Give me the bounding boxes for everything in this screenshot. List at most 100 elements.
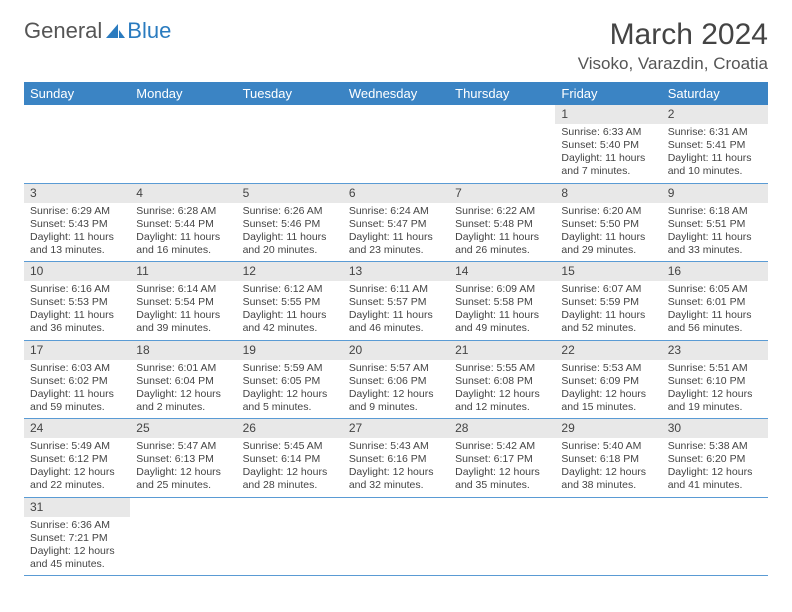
day-number: 4 [130,184,236,203]
logo-sail-icon [104,22,126,40]
daylight-line: Daylight: 11 hours and 39 minutes. [136,309,230,335]
day-number: 22 [555,341,661,360]
day-body: Sunrise: 6:26 AMSunset: 5:46 PMDaylight:… [237,203,343,262]
weekday-header: Wednesday [343,82,449,105]
calendar-empty-cell [24,105,130,183]
sunrise-line: Sunrise: 6:33 AM [561,126,655,139]
calendar-day: 30Sunrise: 5:38 AMSunset: 6:20 PMDayligh… [662,419,768,498]
calendar-empty-cell [130,105,236,183]
day-body: Sunrise: 6:33 AMSunset: 5:40 PMDaylight:… [555,124,661,183]
sunset-line: Sunset: 5:51 PM [668,218,762,231]
daylight-line: Daylight: 12 hours and 5 minutes. [243,388,337,414]
calendar-day: 6Sunrise: 6:24 AMSunset: 5:47 PMDaylight… [343,183,449,262]
sunset-line: Sunset: 6:06 PM [349,375,443,388]
sunrise-line: Sunrise: 5:57 AM [349,362,443,375]
day-number: 3 [24,184,130,203]
calendar-day: 17Sunrise: 6:03 AMSunset: 6:02 PMDayligh… [24,340,130,419]
day-number: 7 [449,184,555,203]
calendar-empty-cell [130,497,236,576]
day-number: 6 [343,184,449,203]
day-body: Sunrise: 6:05 AMSunset: 6:01 PMDaylight:… [662,281,768,340]
day-number: 11 [130,262,236,281]
daylight-line: Daylight: 11 hours and 23 minutes. [349,231,443,257]
sunrise-line: Sunrise: 6:20 AM [561,205,655,218]
day-number: 9 [662,184,768,203]
sunrise-line: Sunrise: 6:05 AM [668,283,762,296]
calendar-empty-cell [555,497,661,576]
calendar-day: 20Sunrise: 5:57 AMSunset: 6:06 PMDayligh… [343,340,449,419]
calendar-day: 18Sunrise: 6:01 AMSunset: 6:04 PMDayligh… [130,340,236,419]
sunrise-line: Sunrise: 6:28 AM [136,205,230,218]
sunset-line: Sunset: 6:14 PM [243,453,337,466]
daylight-line: Daylight: 12 hours and 12 minutes. [455,388,549,414]
sunset-line: Sunset: 5:59 PM [561,296,655,309]
sunrise-line: Sunrise: 6:09 AM [455,283,549,296]
daylight-line: Daylight: 11 hours and 26 minutes. [455,231,549,257]
weekday-header: Saturday [662,82,768,105]
calendar-day: 3 Sunrise: 6:29 AMSunset: 5:43 PMDaylight… [24,183,130,262]
sunrise-line: Sunrise: 6:18 AM [668,205,762,218]
calendar-empty-cell [343,105,449,183]
day-number: 30 [662,419,768,438]
daylight-line: Daylight: 12 hours and 25 minutes. [136,466,230,492]
day-body: Sunrise: 5:53 AMSunset: 6:09 PMDaylight:… [555,360,661,419]
sunrise-line: Sunrise: 6:24 AM [349,205,443,218]
day-number: 19 [237,341,343,360]
day-number: 15 [555,262,661,281]
calendar-day: 7Sunrise: 6:22 AMSunset: 5:48 PMDaylight… [449,183,555,262]
logo-text-general: General [24,18,102,44]
sunset-line: Sunset: 5:41 PM [668,139,762,152]
daylight-line: Daylight: 12 hours and 38 minutes. [561,466,655,492]
daylight-line: Daylight: 11 hours and 16 minutes. [136,231,230,257]
logo: General Blue [24,18,171,44]
daylight-line: Daylight: 11 hours and 7 minutes. [561,152,655,178]
day-body: Sunrise: 6:01 AMSunset: 6:04 PMDaylight:… [130,360,236,419]
calendar-empty-cell [237,497,343,576]
sunrise-line: Sunrise: 5:40 AM [561,440,655,453]
day-body: Sunrise: 5:40 AMSunset: 6:18 PMDaylight:… [555,438,661,497]
sunset-line: Sunset: 6:10 PM [668,375,762,388]
calendar-day: 16Sunrise: 6:05 AMSunset: 6:01 PMDayligh… [662,262,768,341]
sunset-line: Sunset: 6:18 PM [561,453,655,466]
daylight-line: Daylight: 11 hours and 13 minutes. [30,231,124,257]
sunset-line: Sunset: 5:55 PM [243,296,337,309]
sunset-line: Sunset: 6:02 PM [30,375,124,388]
sunrise-line: Sunrise: 6:29 AM [30,205,124,218]
day-number: 25 [130,419,236,438]
day-number: 2 [662,105,768,124]
sunrise-line: Sunrise: 6:26 AM [243,205,337,218]
calendar-day: 1Sunrise: 6:33 AMSunset: 5:40 PMDaylight… [555,105,661,183]
sunrise-line: Sunrise: 6:07 AM [561,283,655,296]
calendar-day: 24Sunrise: 5:49 AMSunset: 6:12 PMDayligh… [24,419,130,498]
sunrise-line: Sunrise: 6:12 AM [243,283,337,296]
sunrise-line: Sunrise: 6:03 AM [30,362,124,375]
daylight-line: Daylight: 11 hours and 42 minutes. [243,309,337,335]
daylight-line: Daylight: 12 hours and 41 minutes. [668,466,762,492]
sunrise-line: Sunrise: 6:36 AM [30,519,124,532]
day-body: Sunrise: 5:45 AMSunset: 6:14 PMDaylight:… [237,438,343,497]
day-number: 17 [24,341,130,360]
sunset-line: Sunset: 6:08 PM [455,375,549,388]
sunrise-line: Sunrise: 5:42 AM [455,440,549,453]
day-body: Sunrise: 5:47 AMSunset: 6:13 PMDaylight:… [130,438,236,497]
sunrise-line: Sunrise: 6:14 AM [136,283,230,296]
sunset-line: Sunset: 5:43 PM [30,218,124,231]
calendar-row: 1Sunrise: 6:33 AMSunset: 5:40 PMDaylight… [24,105,768,183]
calendar-day: 12Sunrise: 6:12 AMSunset: 5:55 PMDayligh… [237,262,343,341]
month-title: March 2024 [578,18,768,52]
calendar-day: 23Sunrise: 5:51 AMSunset: 6:10 PMDayligh… [662,340,768,419]
sunrise-line: Sunrise: 5:59 AM [243,362,337,375]
calendar-day: 14Sunrise: 6:09 AMSunset: 5:58 PMDayligh… [449,262,555,341]
calendar-day: 27Sunrise: 5:43 AMSunset: 6:16 PMDayligh… [343,419,449,498]
header: General Blue March 2024 Visoko, Varazdin… [24,18,768,74]
calendar-day: 25Sunrise: 5:47 AMSunset: 6:13 PMDayligh… [130,419,236,498]
day-body: Sunrise: 5:51 AMSunset: 6:10 PMDaylight:… [662,360,768,419]
day-body: Sunrise: 6:07 AMSunset: 5:59 PMDaylight:… [555,281,661,340]
sunset-line: Sunset: 6:20 PM [668,453,762,466]
calendar-row: 17 Sunrise: 6:03 AMSunset: 6:02 PM Dayligh… [24,340,768,419]
sunset-line: Sunset: 6:09 PM [561,375,655,388]
day-number: 13 [343,262,449,281]
sunset-line: Sunset: 5:50 PM [561,218,655,231]
sunset-line: Sunset: 5:57 PM [349,296,443,309]
calendar-day: 15Sunrise: 6:07 AMSunset: 5:59 PMDayligh… [555,262,661,341]
